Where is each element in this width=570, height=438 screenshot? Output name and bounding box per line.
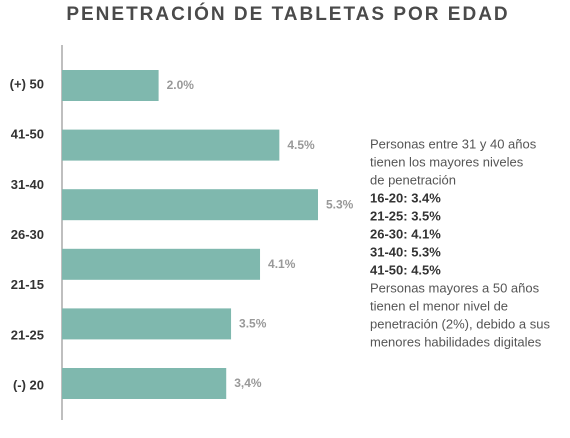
annotation: 21-25: 3.5% [370, 208, 441, 223]
y-tick-label: 21-15 [11, 277, 44, 292]
annotation: penetración (2%), debido a sus [370, 316, 550, 331]
value-label: 4.1% [268, 257, 296, 271]
y-tick-label: 31-40 [11, 177, 44, 192]
value-label: 5.3% [326, 197, 354, 211]
annotation: 16-20: 3.4% [370, 190, 441, 205]
value-label: 4.5% [287, 138, 315, 152]
value-label: 3.5% [239, 317, 267, 331]
bar [62, 129, 280, 161]
bar [62, 248, 261, 280]
bar [62, 189, 318, 221]
y-tick-label: 21-25 [11, 327, 44, 342]
y-tick-label: 26-30 [11, 227, 44, 242]
y-tick-label: 41-50 [11, 127, 44, 142]
annotation: 31-40: 5.3% [370, 244, 441, 259]
bar [62, 70, 159, 101]
y-tick-label: (+) 50 [10, 76, 44, 91]
annotation: Personas entre 31 y 40 años [370, 136, 537, 151]
y-tick-label: (-) 20 [13, 378, 44, 393]
annotation: menores habilidades digitales [370, 334, 542, 349]
annotation: 41-50: 4.5% [370, 262, 441, 277]
annotation: tienen el menor nivel de [370, 298, 508, 313]
bar [62, 308, 232, 340]
annotation: de penetración [370, 172, 456, 187]
annotation: Personas mayores a 50 años [370, 280, 540, 295]
annotation: tienen los mayores niveles [370, 154, 524, 169]
chart-title: PENETRACIÓN DE TABLETAS POR EDAD [66, 3, 509, 25]
annotation: 26-30: 4.1% [370, 226, 441, 241]
bar [62, 368, 227, 399]
value-label: 3,4% [234, 376, 262, 390]
value-label: 2.0% [167, 78, 195, 92]
